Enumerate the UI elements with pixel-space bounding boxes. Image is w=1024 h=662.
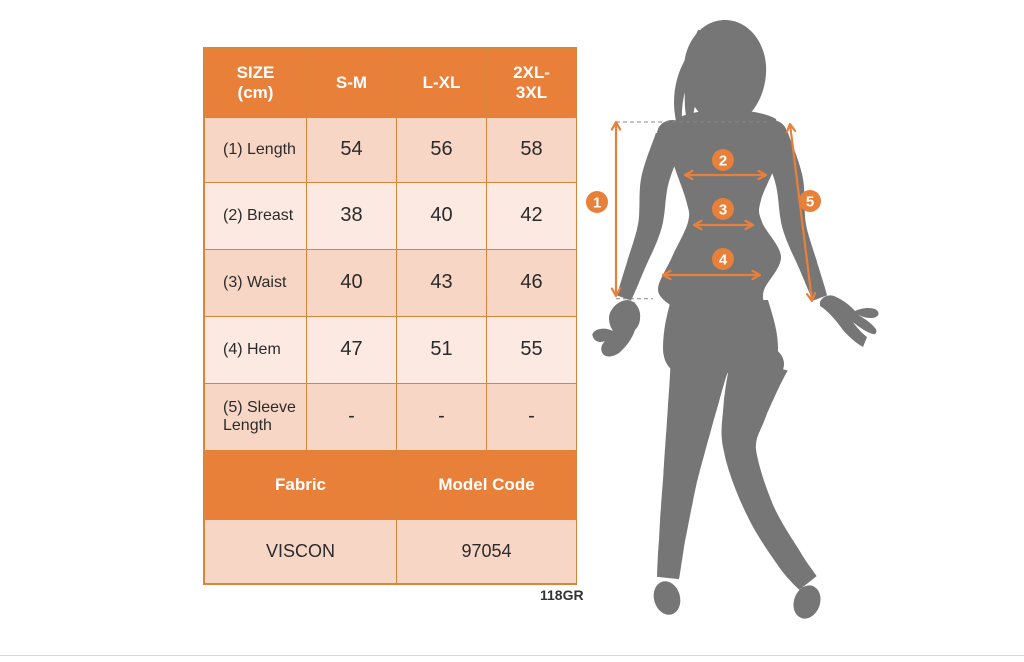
svg-text:1: 1: [593, 195, 601, 212]
svg-text:4: 4: [719, 252, 728, 269]
svg-text:2: 2: [719, 153, 727, 170]
svg-text:5: 5: [806, 194, 814, 211]
svg-text:3: 3: [719, 202, 727, 219]
